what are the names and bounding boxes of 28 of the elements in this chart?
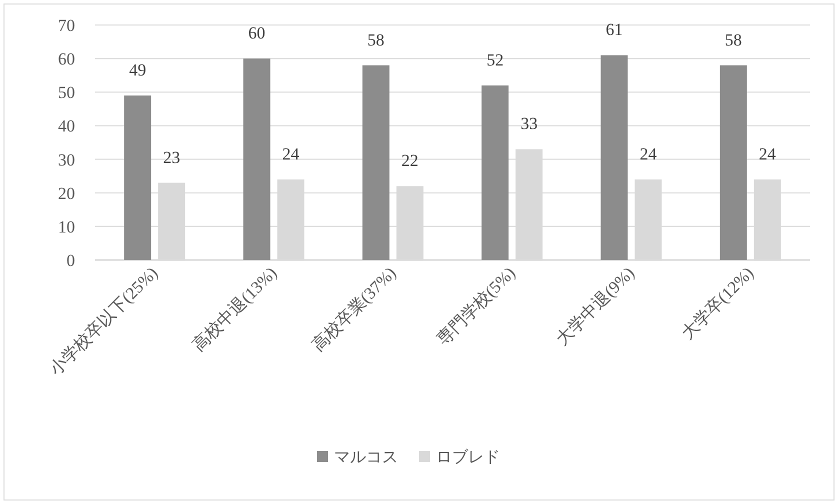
y-tick-label: 70 — [58, 16, 75, 35]
data-label: 24 — [640, 144, 658, 164]
y-tick-label: 30 — [58, 150, 75, 170]
data-label: 49 — [129, 60, 146, 80]
bar — [600, 55, 628, 260]
y-tick-label: 50 — [58, 83, 75, 102]
y-tick-label: 0 — [66, 251, 75, 270]
data-label: 24 — [758, 144, 776, 164]
data-label: 23 — [163, 148, 180, 167]
data-label: 33 — [520, 114, 538, 134]
data-label: 60 — [248, 24, 266, 43]
y-tick-label: 10 — [58, 217, 75, 236]
bar — [124, 96, 152, 260]
data-label: 52 — [486, 50, 504, 70]
bar — [362, 65, 390, 260]
data-label: 24 — [282, 144, 300, 164]
data-label: 61 — [606, 20, 623, 40]
y-tick-label: 40 — [58, 116, 75, 136]
y-tick-label: 20 — [58, 184, 75, 203]
y-tick-label: 60 — [58, 50, 75, 69]
bar — [243, 58, 270, 260]
bar — [482, 85, 509, 260]
legend-label: ロブレド — [436, 448, 500, 466]
data-label: 58 — [724, 30, 742, 50]
data-label: 58 — [367, 30, 384, 50]
data-label: 22 — [401, 151, 418, 170]
legend-label: マルコス — [334, 449, 398, 466]
bar — [720, 65, 747, 260]
